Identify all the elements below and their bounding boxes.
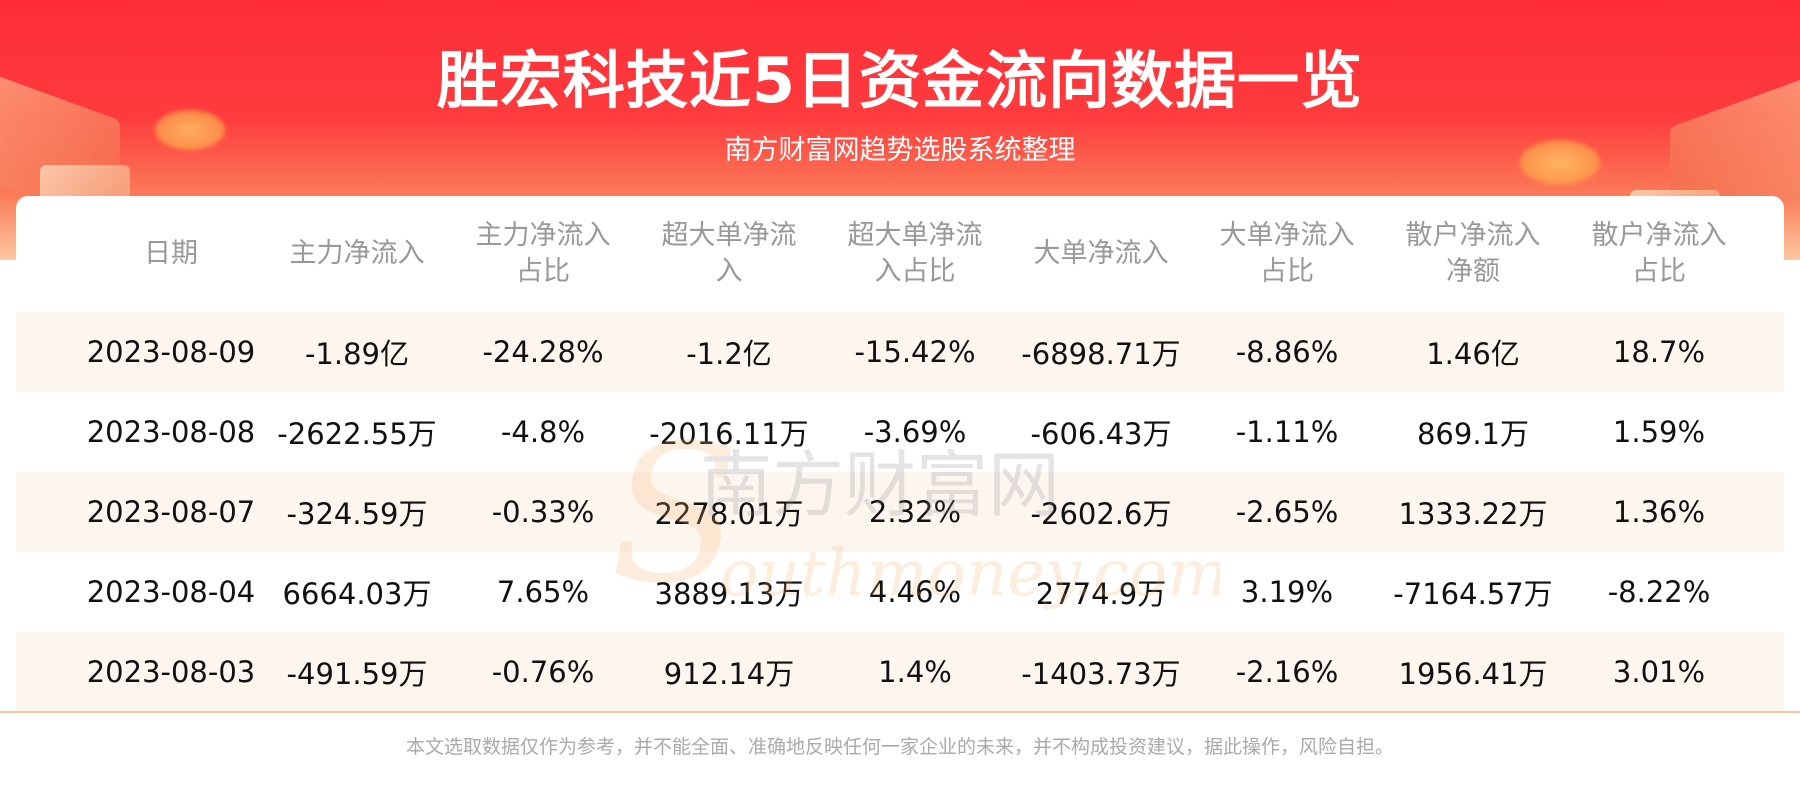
table-cell: 2023-08-04 (86, 575, 256, 609)
table-header: 日期 主力净流入 主力净流入占比 超大单净流入 超大单净流入占比 大单净流入 大单净流入占比… (16, 196, 1784, 312)
table-cell: -24.28% (482, 335, 604, 369)
table-cell: 2774.9万 (1035, 577, 1167, 611)
column-header: 散户净流入净额 (1405, 220, 1541, 287)
table-row: 2023-08-08 -2622.55万 -4.8% -2016.11万 -3.69% -… (16, 392, 1784, 472)
table-cell: -6898.71万 (1021, 337, 1181, 371)
table-cell: -8.22% (1607, 575, 1711, 609)
table-cell: 2023-08-03 (86, 655, 256, 689)
column-header: 主力净流入占比 (475, 220, 611, 287)
table-cell: 1.46亿 (1426, 337, 1520, 371)
table-cell: -2.65% (1235, 495, 1339, 529)
table-cell: -324.59万 (286, 497, 428, 531)
table-cell: -8.86% (1235, 335, 1339, 369)
table-row: 2023-08-04 6664.03万 7.65% 3889.13万 4.46% 2774… (16, 552, 1784, 632)
table-cell: 1956.41万 (1398, 657, 1548, 691)
table-cell: -2.16% (1235, 655, 1339, 689)
table-cell: 18.7% (1612, 335, 1706, 369)
table-cell: 3.01% (1612, 655, 1706, 689)
table-cell: 4.46% (868, 575, 962, 609)
column-header: 散户净流入占比 (1591, 220, 1727, 287)
page-subtitle: 南方财富网趋势选股系统整理 (724, 135, 1076, 166)
column-header: 大单净流入 (1033, 238, 1169, 269)
table-cell: 3.19% (1240, 575, 1334, 609)
table-cell: -1.89亿 (304, 337, 410, 371)
table-row: 2023-08-03 -491.59万 -0.76% 912.14万 1.4% -1403… (16, 632, 1784, 712)
table-cell: -1.2亿 (686, 337, 772, 371)
table-row: 2023-08-07 -324.59万 -0.33% 2278.01万 2.32% -26… (16, 472, 1784, 552)
table-cell: -4.8% (500, 415, 586, 449)
table-cell: -0.76% (491, 655, 595, 689)
table-cell: 869.1万 (1416, 417, 1530, 451)
table-cell: -1.11% (1235, 415, 1339, 449)
table-cell: 2023-08-09 (86, 335, 256, 369)
table-row: 2023-08-09 -1.89亿 -24.28% -1.2亿 -15.42% -6898… (16, 312, 1784, 392)
table-cell: 7.65% (496, 575, 590, 609)
table-cell: -491.59万 (286, 657, 428, 691)
table-cell: -2622.55万 (277, 417, 437, 451)
column-header: 超大单净流入占比 (847, 220, 983, 287)
column-header: 主力净流入 (289, 238, 425, 269)
table-cell: 2023-08-07 (86, 495, 256, 529)
decorative-coin-icon (1520, 140, 1600, 185)
table-cell: 1.36% (1612, 495, 1706, 529)
column-header: 日期 (144, 238, 198, 269)
page-title: 胜宏科技近5日资金流向数据一览 (436, 44, 1364, 117)
table-cell: 1333.22万 (1398, 497, 1548, 531)
table-cell: -7164.57万 (1393, 577, 1553, 611)
table-cell: -2016.11万 (649, 417, 809, 451)
data-table: 日期 主力净流入 主力净流入占比 超大单净流入 超大单净流入占比 大单净流入 大单净流入占比… (16, 196, 1784, 716)
table-cell: -0.33% (491, 495, 595, 529)
table-cell: 6664.03万 (282, 577, 432, 611)
table-cell: -3.69% (863, 415, 967, 449)
table-cell: 912.14万 (663, 657, 795, 691)
decorative-coin-icon (155, 110, 225, 150)
disclaimer: 本文选取数据仅作为参考，并不能全面、准确地反映任何一家企业的未来，并不构成投资建… (405, 736, 1394, 758)
divider (0, 711, 1800, 713)
table-cell: -1403.73万 (1021, 657, 1181, 691)
table-cell: 1.4% (878, 655, 952, 689)
column-header: 超大单净流入 (661, 220, 797, 287)
table-cell: 2278.01万 (654, 497, 804, 531)
table-cell: -15.42% (854, 335, 976, 369)
table-cell: 3889.13万 (654, 577, 804, 611)
table-cell: 1.59% (1612, 415, 1706, 449)
table-cell: -606.43万 (1030, 417, 1172, 451)
table-cell: 2.32% (868, 495, 962, 529)
table-cell: -2602.6万 (1030, 497, 1172, 531)
table-cell: 2023-08-08 (86, 415, 256, 449)
column-header: 大单净流入占比 (1219, 220, 1355, 287)
